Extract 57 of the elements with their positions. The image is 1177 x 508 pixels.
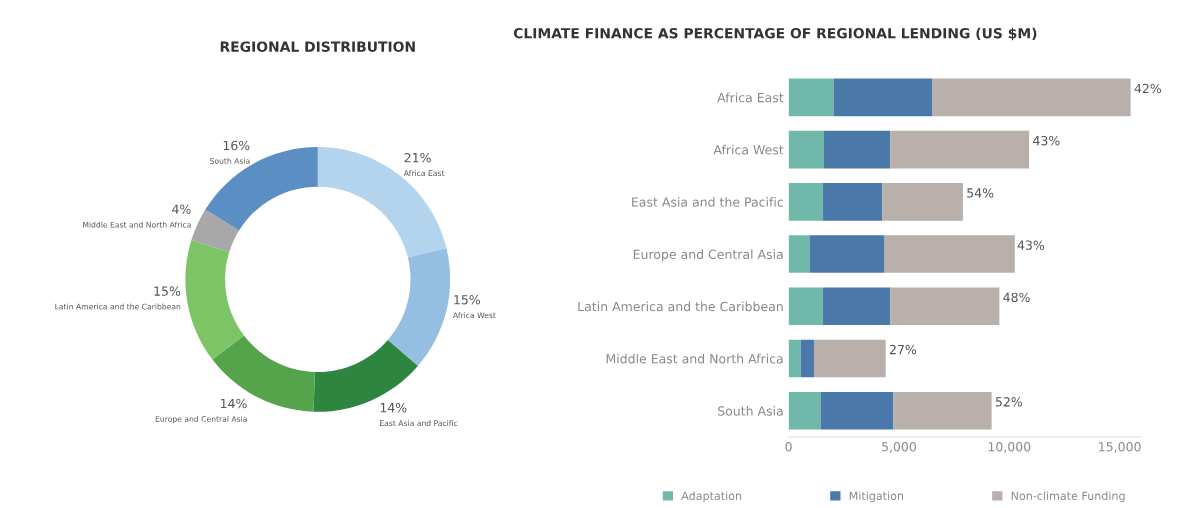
data-label: 4% [172,204,191,214]
bar [882,183,963,221]
donut-slice [387,248,451,367]
y-tick-label: East Asia and the Pacific [632,197,783,207]
bar [813,339,886,378]
legend-label: Non-climate Funding [1011,491,1125,503]
y-tick-label: South Asia [718,406,783,416]
bar [820,391,894,430]
donut-slice [313,340,418,412]
data-label: 14% [380,402,407,413]
annotation: 54% [967,188,994,198]
data-label: 16% [223,140,250,151]
annotation: 52% [995,397,1023,407]
bar [822,287,891,326]
bar [822,183,883,221]
bar [788,287,823,326]
y-tick-label: Africa East [717,92,784,103]
chart-title: CLIMATE FINANCE AS PERCENTAGE OF REGIONAL LENDING (US $M) [513,27,1037,41]
y-tick-label: Latin America and the Caribbean [578,301,783,312]
donut-slice [191,209,240,252]
legend-label: Adaptation [681,491,742,503]
annotation: 48% [1003,292,1030,303]
annotation: 27% [889,344,917,355]
bar [800,339,814,378]
annotation: 43% [1017,240,1045,250]
x-tick-label: 0 [785,441,792,452]
donut-slice [212,335,315,412]
bar [833,78,933,117]
y-tick-label: Africa West [713,144,784,155]
bar [788,339,801,378]
bar [890,130,1030,169]
bar [893,391,992,430]
donut-slice [317,146,447,258]
annotation: 42% [1134,83,1162,94]
bar [788,130,824,169]
data-label: 14% [221,398,247,409]
donut-slice [185,240,245,360]
bar [809,235,885,273]
bar [788,391,821,430]
y-tick-label: Middle East and North Africa [606,353,783,364]
bar [890,287,1000,326]
data-label: 15% [154,286,181,296]
bar [788,235,810,273]
bar [823,130,891,169]
y-tick-label: Europe and Central Asia [633,249,783,262]
x-tick-label: 5,000 [882,441,916,453]
x-tick-label: 10,000 [988,441,1031,453]
x-tick-label: 15,000 [1099,441,1141,453]
legend-label: Mitigation [849,491,904,503]
chart-title: REGIONAL DISTRIBUTION [220,41,415,52]
data-label: 15% [454,295,480,305]
bar [788,78,834,117]
annotation: 43% [1033,135,1060,146]
bar [788,183,823,221]
data-label: 21% [404,152,431,163]
bar [884,235,1015,273]
bar [932,78,1131,117]
